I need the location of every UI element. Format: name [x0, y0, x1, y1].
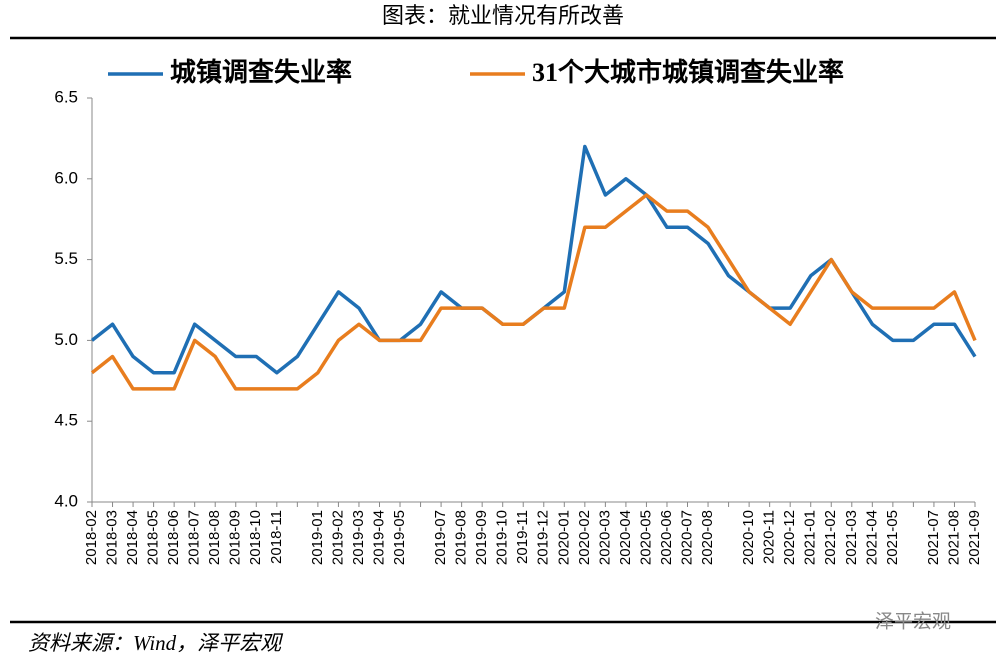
x-tick-label: 2020-12 — [781, 510, 798, 565]
x-tick-label: 2018-06 — [165, 510, 182, 565]
x-tick-label: 2018-10 — [247, 510, 264, 565]
x-tick-label: 2019-09 — [473, 510, 490, 565]
x-tick-label: 2021-01 — [802, 510, 819, 565]
x-tick-label: 2019-07 — [432, 510, 449, 565]
x-tick-label: 2018-03 — [104, 510, 121, 565]
y-tick-label: 4.5 — [54, 411, 78, 430]
x-tick-label: 2021-07 — [925, 510, 942, 565]
legend-label: 城镇调查失业率 — [170, 57, 352, 87]
watermark: 泽平宏观 — [875, 610, 951, 632]
y-tick-label: 4.0 — [54, 491, 78, 510]
x-tick-label: 2019-05 — [391, 510, 408, 565]
x-tick-label: 2020-11 — [761, 510, 778, 564]
x-tick-label: 2020-07 — [678, 510, 695, 565]
x-tick-label: 2020-10 — [740, 510, 757, 565]
x-tick-label: 2021-04 — [863, 510, 880, 565]
x-tick-label: 2020-04 — [617, 510, 634, 565]
chart-title: 图表：就业情况有所改善 — [382, 3, 624, 28]
x-tick-label: 2021-03 — [843, 510, 860, 565]
x-tick-label: 2020-02 — [576, 510, 593, 565]
x-tick-label: 2018-02 — [83, 510, 100, 565]
x-tick-label: 2018-04 — [124, 510, 141, 565]
x-tick-label: 2021-08 — [945, 510, 962, 565]
series-line — [90, 144, 977, 375]
x-tick-label: 2019-03 — [350, 510, 367, 565]
x-tick-label: 2021-09 — [966, 510, 983, 565]
x-tick-label: 2018-08 — [206, 510, 223, 565]
y-tick-label: 5.5 — [54, 249, 78, 268]
x-tick-label: 2019-08 — [453, 510, 470, 565]
x-tick-label: 2021-05 — [884, 510, 901, 565]
x-tick-label: 2018-07 — [186, 510, 203, 565]
series-line — [90, 193, 977, 391]
x-tick-label: 2019-11 — [514, 510, 531, 564]
x-tick-label: 2020-03 — [596, 510, 613, 565]
y-tick-label: 6.0 — [54, 168, 78, 187]
x-tick-label: 2018-09 — [227, 510, 244, 565]
x-tick-label: 2019-12 — [535, 510, 552, 565]
x-tick-label: 2019-01 — [309, 510, 326, 565]
legend-label: 31个大城市城镇调查失业率 — [532, 57, 844, 87]
x-tick-label: 2021-02 — [822, 510, 839, 565]
x-tick-label: 2018-11 — [268, 510, 285, 564]
x-tick-label: 2019-02 — [329, 510, 346, 565]
x-tick-label: 2018-05 — [145, 510, 162, 565]
x-tick-label: 2019-10 — [494, 510, 511, 565]
source-note: 资料来源：Wind，泽平宏观 — [28, 631, 284, 655]
x-tick-label: 2019-04 — [370, 510, 387, 565]
y-tick-label: 6.5 — [54, 87, 78, 106]
x-tick-label: 2020-05 — [637, 510, 654, 565]
y-tick-label: 5.0 — [54, 330, 78, 349]
x-tick-label: 2020-01 — [555, 510, 572, 565]
x-tick-label: 2020-06 — [658, 510, 675, 565]
x-tick-label: 2020-08 — [699, 510, 716, 565]
